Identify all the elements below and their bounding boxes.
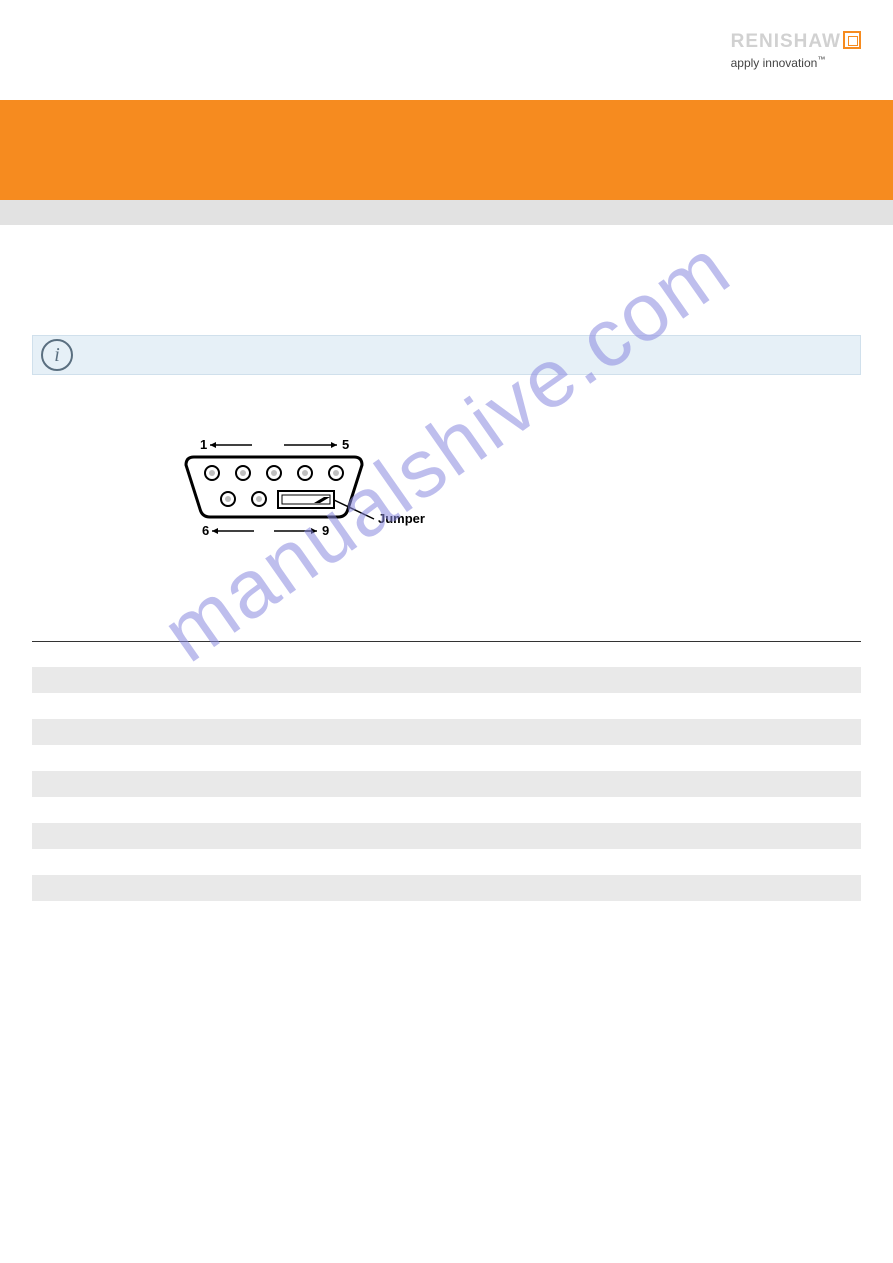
info-note: i <box>32 335 861 375</box>
table-row <box>32 745 861 771</box>
db9-connector-icon: 1 5 <box>182 435 442 555</box>
table-row <box>32 693 861 719</box>
table-row <box>32 667 861 693</box>
jumper-label: Jumper <box>378 511 425 526</box>
pin9-label: 9 <box>322 523 329 538</box>
sub-band <box>0 200 893 225</box>
table-row <box>32 641 861 667</box>
pinout-table <box>32 615 861 901</box>
pin1-label: 1 <box>200 437 207 452</box>
logo-name-row: RENISHAW <box>731 31 861 53</box>
col-header-1 <box>32 615 447 641</box>
tagline-tm: ™ <box>817 55 825 64</box>
title-band <box>0 100 893 200</box>
pin6-label: 6 <box>202 523 209 538</box>
pin5-label: 5 <box>342 437 349 452</box>
col-header-2 <box>447 615 862 641</box>
table-row <box>32 875 861 901</box>
logo-wordmark: RENISHAW <box>731 31 841 52</box>
table-header-row <box>32 615 861 641</box>
table-row <box>32 771 861 797</box>
info-icon: i <box>41 339 73 371</box>
table-row <box>32 823 861 849</box>
table-row <box>32 719 861 745</box>
logo-tagline: apply innovation™ <box>731 55 861 70</box>
table-row <box>32 849 861 875</box>
table-row <box>32 797 861 823</box>
tagline-text: apply innovation <box>731 56 818 70</box>
connector-diagram: 1 5 <box>32 435 861 575</box>
logo-mark-icon <box>843 31 861 49</box>
header-bar: RENISHAW apply innovation™ <box>0 0 893 100</box>
brand-logo: RENISHAW apply innovation™ <box>731 31 861 70</box>
